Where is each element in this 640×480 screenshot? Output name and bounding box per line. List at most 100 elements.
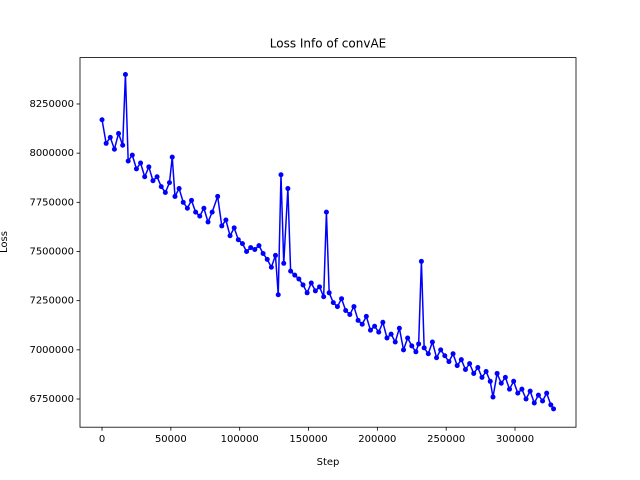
point [103,140,109,146]
point [498,380,504,386]
point [502,374,508,380]
y-tick-label: 8000000 [29,148,74,159]
point [296,276,302,282]
x-tick-label: 250000 [427,434,465,445]
point [285,186,291,192]
x-tick-label: 200000 [358,434,396,445]
point [416,341,422,347]
point [300,282,306,288]
point [288,268,294,274]
point [268,264,274,270]
point [507,386,513,392]
point [172,193,178,199]
point [347,311,353,317]
point [380,319,386,325]
point [260,250,266,256]
point [527,388,533,394]
point [548,402,554,408]
point [515,390,521,396]
point [376,329,382,335]
point [421,345,427,351]
point [458,357,464,363]
point [252,247,258,253]
point [180,199,186,205]
point [244,248,250,254]
point [323,209,329,215]
point [471,370,477,376]
y-tick-label: 6750000 [29,394,74,405]
point [146,164,152,170]
point [551,406,557,412]
point [490,394,496,400]
chart-title: Loss Info of convAE [270,37,386,51]
point [169,154,175,160]
y-axis-label: Loss [0,231,10,253]
point [454,363,460,369]
point [330,300,336,306]
point [388,331,394,337]
point [425,351,431,357]
y-tick-label: 7250000 [29,296,74,307]
point [442,353,448,359]
point [326,290,332,296]
point [133,166,139,172]
point [111,146,117,152]
point [239,241,245,247]
point [256,243,262,249]
point [519,386,525,392]
point [405,335,411,341]
point [281,260,287,266]
y-tick-label: 8250000 [29,99,74,110]
point [359,321,365,327]
point [351,304,357,310]
point [227,233,233,239]
point [434,355,440,361]
point [272,252,278,258]
point [479,374,485,380]
point [367,327,373,333]
point [292,272,298,278]
point [231,225,237,231]
point [278,172,284,178]
point [372,323,378,329]
point [334,304,340,310]
point [275,292,281,298]
point [308,280,314,286]
x-tick-label: 50000 [155,434,187,445]
point [235,237,241,243]
point [142,174,148,180]
point [413,349,419,355]
point [438,347,444,353]
point [467,361,473,367]
point [219,223,225,229]
y-tick-label: 7500000 [29,246,74,257]
x-tick-label: 300000 [496,434,534,445]
x-tick-label: 150000 [289,434,327,445]
x-tick-label: 100000 [221,434,259,445]
point [116,130,122,136]
point [523,396,529,402]
point [158,184,164,190]
point [540,398,546,404]
point [138,160,144,166]
point [304,290,310,296]
y-tick-label: 7750000 [29,197,74,208]
point [162,189,168,195]
point [355,317,361,323]
x-tick-label: 0 [99,434,105,445]
point [487,378,493,384]
point [176,186,182,192]
point [396,325,402,331]
point [339,296,345,302]
point [197,213,203,219]
point [215,193,221,199]
point [401,347,407,353]
plot-frame [79,57,577,428]
point [418,258,424,264]
point [264,256,270,262]
point [392,339,398,345]
point [317,284,323,290]
point [450,351,456,357]
point [483,368,489,374]
